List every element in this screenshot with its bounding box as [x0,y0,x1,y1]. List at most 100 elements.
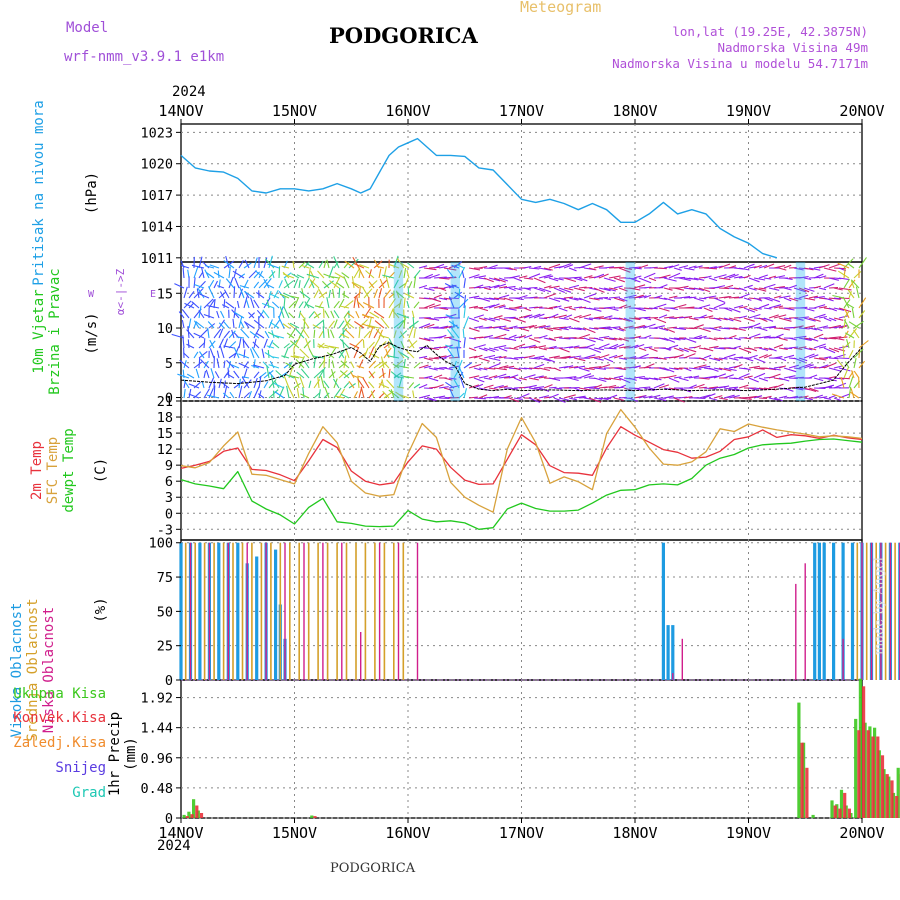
y-tick-label: 12 [157,442,173,458]
wind-barb [763,354,773,359]
wind-barb [523,334,533,339]
wind-barb [233,380,244,389]
mid-cloud-bar [894,542,896,680]
wind-barb [613,386,624,389]
wind-barb [618,287,628,292]
wind-barb [603,337,617,341]
conv-precip-bar [890,780,894,818]
high-cloud-bar [832,542,836,680]
wind-barb [553,387,562,390]
wind-barb [803,325,816,329]
wind-barb [538,334,548,339]
wind-barb [748,347,757,352]
wind-barb [658,337,669,342]
wind-barb [768,304,782,309]
wind-barb [543,267,553,271]
wind-barb [396,386,405,389]
wind-barb [783,367,797,373]
wind-barb [703,275,712,279]
wind-barb [193,320,200,329]
wind-barb [683,353,696,359]
wind-barb [468,295,480,299]
wind-barb [643,395,653,399]
panel-frame-wind [180,261,863,402]
wind-barb [413,276,417,289]
wind-barb [663,287,673,291]
wind-barb [613,343,625,349]
wind-barb [838,367,851,372]
wind-barb [239,285,250,289]
wind-barb [563,287,574,291]
wind-barb [588,327,599,330]
wind-barb [318,330,324,339]
wind-barb [483,347,495,353]
wind-barb [823,317,832,322]
compass-west: W [88,289,95,300]
wind-barb [713,373,726,379]
wind-barb [713,302,726,309]
wind-barb [728,347,737,350]
wind-barb [793,267,804,271]
wind-barb [423,397,435,401]
wind-barb [648,266,658,269]
wind-barb [338,361,348,369]
wind-barb [763,317,774,322]
wind-barb [853,329,860,339]
mid-cloud-bar [260,542,263,680]
wind-barb [553,397,566,403]
wind-barb [383,289,392,299]
wind-barb [396,312,410,319]
wind-barb [238,288,244,299]
wind-barb [428,367,438,371]
wind-barb [613,354,624,359]
wind-barb [528,387,541,391]
altitude-label: Nadmorska Visina 49m [717,40,868,55]
total-precip-bar [839,789,844,818]
wind-barb [313,319,325,329]
cloud-ylabel-line: Niska Oblacnost [41,607,57,733]
wind-barb [853,320,864,329]
wind-barb [356,300,365,309]
wind-barb [798,316,809,319]
wind-barb [258,375,262,389]
wind-barb [851,308,855,319]
wind-barb [633,365,641,369]
wind-barb [233,370,240,379]
wind-barb [498,277,509,282]
wind-barb [473,275,486,279]
wind-barb [783,277,793,280]
precip-ylabel-line: (mm) [123,737,139,771]
wind-barb [229,391,235,399]
wind-barb [793,347,803,351]
wind-barb [583,343,595,349]
wind-barb [598,273,609,279]
wind-barb [643,286,652,289]
wind-barb [438,287,447,292]
wind-barb [533,363,545,369]
wind-barb [823,267,837,272]
wind-barb [218,378,222,389]
wind-barb [808,387,819,392]
wind-barb [342,327,345,339]
wind-barb [598,343,610,349]
wind-barb [498,347,508,352]
total-precip-bar [887,776,891,818]
wind-barb [663,277,677,282]
wind-barb [703,347,714,352]
mid-cloud-bar [307,542,310,680]
wind-barb [553,336,563,339]
wind-barb [443,367,454,371]
lonlat-label: lon,lat (19.25E, 42.3875N) [672,24,868,39]
wind-barb [314,311,320,319]
wind-barb [195,368,200,379]
wind-barb [353,262,365,269]
wind-barb [698,266,710,269]
wind-barb [292,260,295,269]
wind-barb [438,265,448,269]
wind-barb [248,270,257,279]
wind-barb [308,380,312,389]
wind-barb [198,350,208,359]
wind-barb [843,367,849,379]
wind-barb [773,397,783,402]
wind-barb [363,347,369,359]
